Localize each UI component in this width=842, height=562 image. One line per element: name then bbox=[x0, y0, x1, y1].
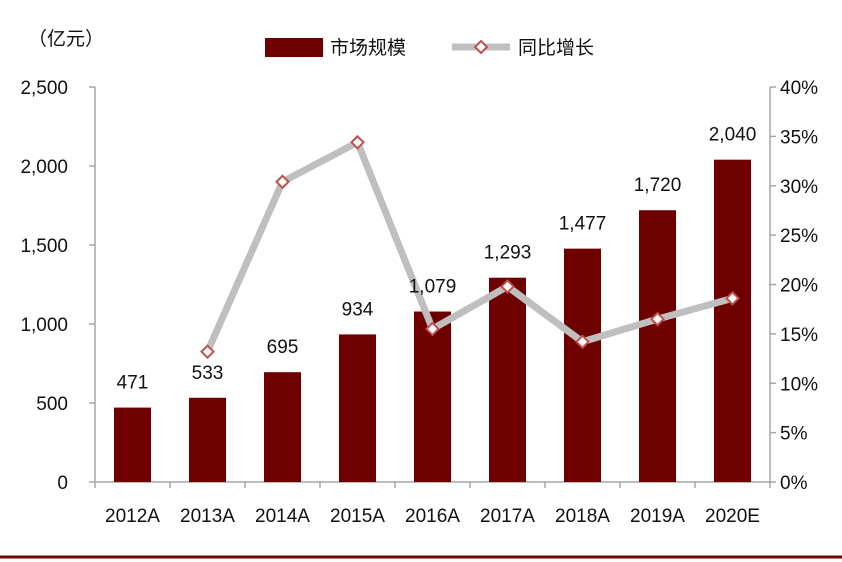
legend: 市场规模 同比增长 bbox=[265, 37, 594, 59]
y-left-tick-label: 0 bbox=[57, 473, 68, 494]
y-left-tick-label: 500 bbox=[36, 394, 68, 415]
x-tick-label: 2015A bbox=[330, 506, 385, 527]
y-right-tick-label: 10% bbox=[780, 374, 818, 395]
y-right-tick-label: 20% bbox=[780, 276, 818, 297]
growth-point bbox=[575, 334, 590, 350]
bar-value-label: 533 bbox=[192, 363, 224, 384]
y-right-tick-label: 35% bbox=[780, 127, 818, 148]
x-tick-label: 2019A bbox=[630, 506, 685, 527]
y-right-tick-label: 0% bbox=[780, 473, 808, 494]
x-tick-label: 2020E bbox=[705, 506, 760, 527]
growth-point bbox=[500, 279, 515, 294]
bar-value-label: 934 bbox=[342, 299, 374, 320]
bar bbox=[339, 334, 376, 482]
y-right-tick-label: 5% bbox=[780, 424, 808, 445]
y-right-tick-label: 15% bbox=[780, 325, 818, 346]
bar-value-label: 2,040 bbox=[709, 125, 757, 146]
growth-point bbox=[350, 134, 365, 150]
bar bbox=[564, 248, 601, 482]
y-right-tick-label: 40% bbox=[780, 78, 818, 99]
y-left-tick-label: 1,000 bbox=[20, 315, 68, 336]
bar-value-label: 1,079 bbox=[409, 277, 457, 298]
bar bbox=[189, 397, 226, 482]
y-left-tick-label: 2,000 bbox=[20, 157, 68, 178]
x-tick-label: 2012A bbox=[105, 506, 160, 527]
growth-point bbox=[650, 311, 665, 327]
legend-label-market-size: 市场规模 bbox=[330, 37, 406, 59]
bar-value-label: 1,477 bbox=[559, 214, 607, 235]
legend-swatch-market-size bbox=[265, 38, 323, 57]
bar-value-label: 471 bbox=[117, 373, 149, 394]
growth-line bbox=[204, 138, 734, 354]
y-left-tick-label: 2,500 bbox=[20, 78, 68, 99]
bar-series bbox=[114, 159, 751, 483]
bar bbox=[639, 210, 676, 483]
x-tick-label: 2018A bbox=[555, 506, 610, 527]
legend-marker-yoy-growth bbox=[473, 39, 489, 55]
y-right-tick-label: 25% bbox=[780, 226, 818, 247]
y-left-unit-label: （亿元） bbox=[28, 28, 104, 50]
bar bbox=[489, 277, 526, 482]
bar-value-label: 1,720 bbox=[634, 175, 682, 196]
growth-point bbox=[275, 174, 290, 190]
growth-point bbox=[425, 321, 440, 337]
bar bbox=[264, 372, 301, 482]
growth-point bbox=[725, 290, 740, 306]
x-tick-label: 2017A bbox=[480, 506, 535, 527]
growth-point bbox=[200, 344, 215, 360]
y-left-tick-label: 1,500 bbox=[20, 236, 68, 257]
bar bbox=[714, 159, 751, 482]
data-labels: 471 533 695 934 1,079 1,293 1,477 1,720 2,040 bbox=[117, 125, 757, 394]
bar bbox=[414, 311, 451, 482]
bar-value-label: 1,293 bbox=[484, 243, 532, 264]
y-right-tick-label: 30% bbox=[780, 177, 818, 198]
bar-value-label: 695 bbox=[267, 337, 299, 358]
axes: 0 500 1,000 1,500 2,000 2,500 0% 5% 10% 15% 20% 25%… bbox=[20, 78, 818, 527]
legend-label-yoy-growth: 同比增长 bbox=[518, 37, 594, 59]
x-tick-label: 2013A bbox=[180, 506, 235, 527]
line-series bbox=[200, 134, 740, 360]
x-tick-label: 2014A bbox=[255, 506, 310, 527]
bar bbox=[114, 407, 151, 482]
x-tick-label: 2016A bbox=[405, 506, 460, 527]
